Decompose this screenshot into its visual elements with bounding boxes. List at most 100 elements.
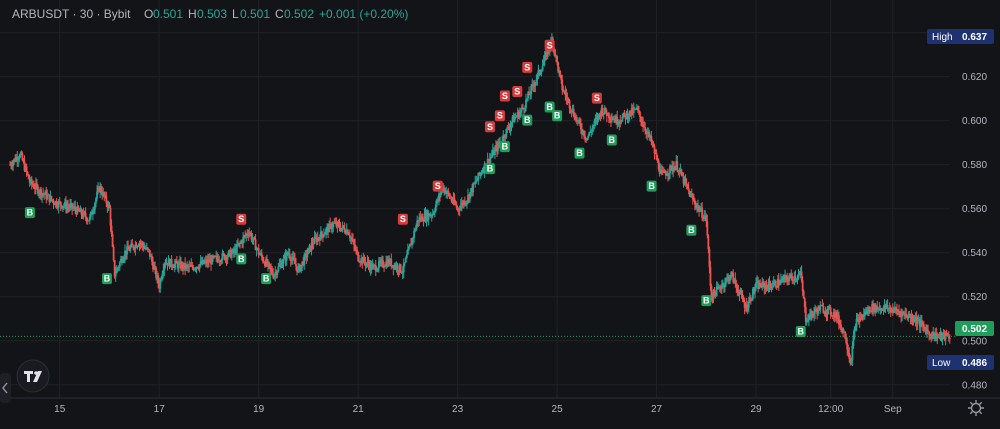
x-tick-label: Sep bbox=[884, 404, 902, 415]
candle-body bbox=[563, 91, 566, 93]
signal-box bbox=[522, 61, 533, 73]
candle-body bbox=[864, 311, 867, 315]
gear-icon[interactable] bbox=[968, 400, 984, 416]
candle-body bbox=[361, 257, 364, 264]
candle-body bbox=[813, 312, 815, 316]
candle-body bbox=[914, 316, 917, 321]
candle-body bbox=[254, 239, 257, 251]
candle-body bbox=[391, 265, 394, 267]
candle-body bbox=[929, 334, 932, 336]
candle-body bbox=[430, 215, 433, 217]
candle-body bbox=[166, 263, 169, 266]
candle-body bbox=[475, 181, 478, 183]
candle-body bbox=[388, 259, 391, 265]
candle-body bbox=[470, 188, 472, 193]
low-value: 0.501 bbox=[240, 7, 270, 21]
candle-body bbox=[38, 192, 40, 194]
candle-body bbox=[659, 170, 662, 174]
signal-label: S bbox=[514, 87, 520, 97]
candle-body bbox=[327, 226, 329, 233]
candle-body bbox=[137, 245, 140, 247]
candle-body bbox=[494, 148, 496, 155]
candle-body bbox=[816, 310, 819, 315]
candle-body bbox=[372, 265, 375, 267]
high-badge: High 0.637 bbox=[927, 29, 994, 44]
candle-body bbox=[478, 172, 481, 175]
candle-body bbox=[827, 307, 830, 309]
candle-body bbox=[402, 263, 405, 273]
candle-body bbox=[66, 206, 68, 210]
candle-body bbox=[624, 114, 627, 119]
signal-box bbox=[236, 213, 247, 225]
candle-body bbox=[723, 283, 725, 287]
candle-body bbox=[593, 121, 596, 126]
candle-body bbox=[469, 192, 471, 200]
signal-box bbox=[701, 295, 712, 307]
candle-body bbox=[89, 212, 92, 217]
candle-body bbox=[324, 233, 326, 235]
candle-body bbox=[22, 160, 25, 162]
candle-body bbox=[442, 187, 445, 191]
grid-layer bbox=[0, 0, 950, 398]
candle-body bbox=[735, 283, 738, 287]
candle-body bbox=[116, 267, 119, 269]
candle-body bbox=[644, 127, 647, 131]
candle-body bbox=[169, 258, 172, 268]
candle-body bbox=[271, 269, 274, 274]
sell-signal-marker: S bbox=[522, 61, 533, 73]
sell-signal-marker: S bbox=[397, 213, 408, 225]
x-axis[interactable]: 15 17 19 21 23 25 27 29 12:00 Sep bbox=[0, 397, 1000, 415]
candle-body bbox=[424, 213, 427, 221]
candle-body bbox=[893, 307, 896, 311]
candle-body bbox=[181, 263, 183, 269]
candle-body bbox=[308, 245, 311, 249]
candle-body bbox=[607, 112, 610, 119]
candle-body bbox=[336, 222, 339, 227]
candle-body bbox=[427, 213, 430, 220]
candle-body bbox=[595, 117, 598, 120]
candle-body bbox=[380, 260, 382, 263]
candle-body bbox=[668, 173, 670, 175]
candle-body bbox=[594, 119, 597, 122]
candle-body bbox=[300, 265, 303, 271]
candle-body bbox=[861, 314, 864, 318]
candle-body bbox=[33, 188, 36, 190]
candle-body bbox=[516, 111, 519, 117]
tradingview-logo-icon[interactable] bbox=[16, 359, 50, 393]
candle-body bbox=[35, 183, 37, 189]
candle-body bbox=[56, 206, 59, 208]
candle-body bbox=[863, 311, 866, 315]
candle-body bbox=[223, 254, 226, 260]
candle-body bbox=[158, 283, 161, 289]
candle-body bbox=[95, 198, 97, 204]
candle-body bbox=[163, 263, 166, 270]
candle-body bbox=[766, 286, 769, 290]
candle-body bbox=[596, 117, 599, 120]
candle-body bbox=[833, 312, 836, 318]
candle-body bbox=[646, 132, 649, 134]
candle-body bbox=[358, 260, 361, 262]
candle-body bbox=[602, 113, 605, 115]
candle-body bbox=[437, 199, 439, 201]
open-value: 0.501 bbox=[153, 7, 183, 21]
candle-body bbox=[606, 112, 609, 116]
candle-body bbox=[927, 330, 929, 332]
candle-body bbox=[770, 287, 773, 289]
candle-body bbox=[761, 281, 764, 288]
candle-body bbox=[281, 263, 284, 268]
candle-body bbox=[784, 275, 786, 281]
candle-body bbox=[911, 315, 914, 321]
candle-body bbox=[19, 153, 22, 158]
candle-body bbox=[310, 242, 313, 251]
candle-body bbox=[509, 125, 512, 130]
candle-body bbox=[480, 173, 483, 175]
candle-body bbox=[211, 256, 213, 265]
buy-signal-marker: B bbox=[606, 134, 617, 146]
chevron-left-icon[interactable] bbox=[0, 373, 11, 403]
candle-body bbox=[628, 110, 631, 117]
candle-body bbox=[269, 264, 271, 269]
x-tick-label: 27 bbox=[651, 404, 663, 415]
signal-box bbox=[512, 86, 523, 98]
